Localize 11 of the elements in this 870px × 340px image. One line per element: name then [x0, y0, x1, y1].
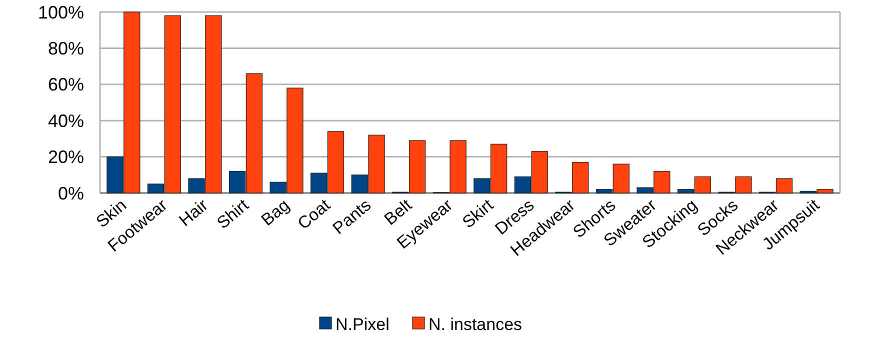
y-tick-label: 20% [48, 147, 84, 168]
y-tick-label: 100% [38, 2, 84, 22]
y-tick-label: 80% [48, 38, 84, 58]
legend-label: N.Pixel [336, 314, 390, 334]
x-tick-label: Hair [175, 195, 212, 230]
y-tick-label: 60% [48, 74, 84, 95]
legend-label: N. instances [428, 314, 522, 334]
x-tick-label: Shirt [213, 195, 253, 233]
x-tick-label: Bag [258, 196, 294, 230]
y-tick-label: 40% [48, 110, 84, 131]
y-tick-label: 0% [58, 183, 84, 204]
